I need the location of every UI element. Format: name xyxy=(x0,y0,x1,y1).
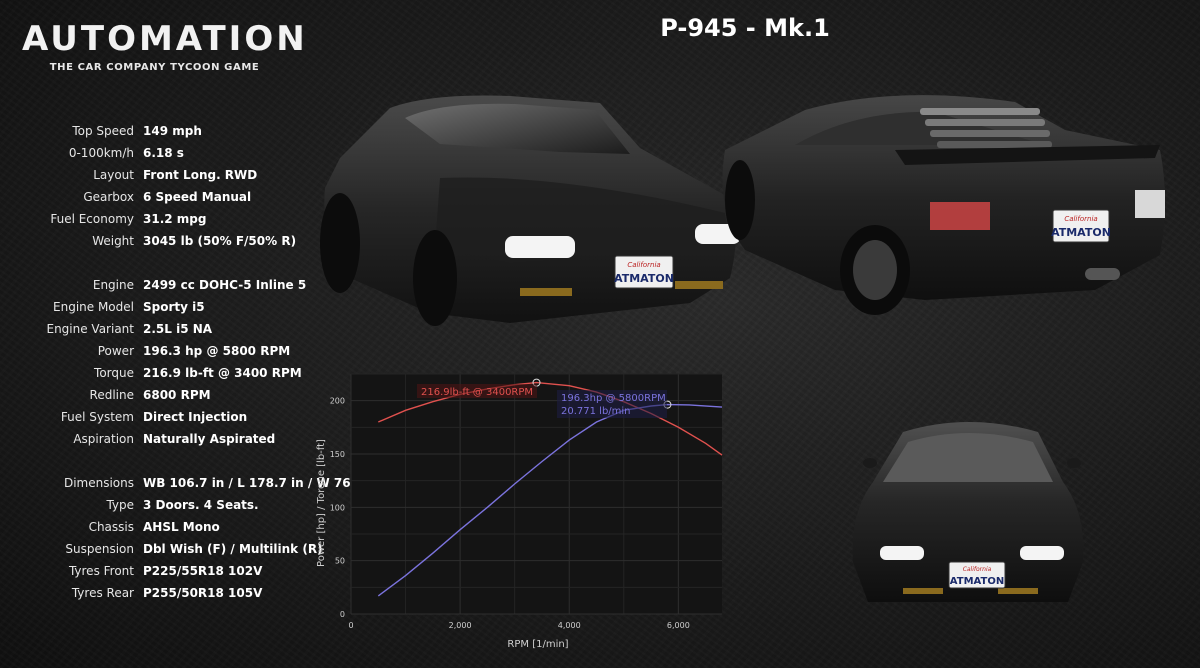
spec-row: 0-100km/h 6.18 s xyxy=(20,142,380,164)
chart-ticks: 0 2,000 4,000 6,000 0 50 100 150 200 xyxy=(330,397,690,630)
spec-row: Gearbox 6 Speed Manual xyxy=(20,186,380,208)
spec-value: 3045 lb (50% F/50% R) xyxy=(143,234,297,248)
logo-tagline: THE CAR COMPANY TYCOON GAME xyxy=(49,62,260,73)
car-front-view-image: California ATMATON xyxy=(852,422,1084,602)
spec-value: Sporty i5 xyxy=(143,300,205,314)
spec-value: Naturally Aspirated xyxy=(143,432,276,446)
car-rear-three-quarter-image: California ATMATON xyxy=(722,95,1165,315)
spec-value: WB 106.7 in / L 178.7 in / W 76.9 in xyxy=(143,476,381,490)
spec-value: 6800 RPM xyxy=(143,388,211,402)
spec-row: Fuel Economy 31.2 mpg xyxy=(20,208,380,230)
spec-row: Chassis AHSL Mono xyxy=(20,516,380,538)
spec-label: Gearbox xyxy=(83,190,134,204)
spec-label: Type xyxy=(106,498,134,512)
spec-row: Torque 216.9 lb-ft @ 3400 RPM xyxy=(20,362,380,384)
spec-label: Fuel Economy xyxy=(50,212,134,226)
spec-value: 2499 cc DOHC-5 Inline 5 xyxy=(143,278,307,292)
spec-value: 149 mph xyxy=(143,124,202,138)
spec-value: AHSL Mono xyxy=(143,520,220,534)
spec-value: 6.18 s xyxy=(143,146,184,160)
power-peak-label: 196.3hp @ 5800RPM xyxy=(561,393,666,404)
y-tick-label: 50 xyxy=(335,557,345,566)
spec-label: Dimensions xyxy=(63,476,134,490)
automation-logo: AUTOMATION THE CAR COMPANY TYCOON GAME xyxy=(22,19,308,73)
spec-row: Power 196.3 hp @ 5800 RPM xyxy=(20,340,380,362)
spec-label: Torque xyxy=(94,366,134,380)
y-tick-label: 150 xyxy=(330,450,345,459)
spec-value: 2.5L i5 NA xyxy=(143,322,213,336)
torque-curve xyxy=(378,381,723,456)
spec-row: Type 3 Doors. 4 Seats. xyxy=(20,494,380,516)
spec-value: 31.2 mpg xyxy=(143,212,207,226)
x-tick-label: 4,000 xyxy=(558,621,581,630)
spec-row: Suspension Dbl Wish (F) / Multilink (R) xyxy=(20,538,380,560)
torque-peak-label: 216.9lb-ft @ 3400RPM xyxy=(421,387,533,398)
logo-wordmark: AUTOMATION xyxy=(22,19,308,59)
spec-row: Tyres Rear P255/50R18 105V xyxy=(20,582,380,604)
front-plate-text: ATMATON xyxy=(614,272,674,285)
spec-row: Fuel System Direct Injection xyxy=(20,406,380,428)
x-tick-label: 6,000 xyxy=(667,621,690,630)
y-tick-label: 200 xyxy=(330,397,345,406)
spec-label: Top Speed xyxy=(72,124,134,138)
spec-label: Power xyxy=(97,344,134,358)
spec-value: 6 Speed Manual xyxy=(143,190,252,204)
frontview-plate-text: ATMATON xyxy=(950,576,1004,587)
spec-label: Engine xyxy=(92,278,134,292)
spec-row: Layout Front Long. RWD xyxy=(20,164,380,186)
spec-label: Engine Model xyxy=(53,300,134,314)
spec-value: Front Long. RWD xyxy=(143,168,258,182)
spec-label: Suspension xyxy=(65,542,134,556)
spec-value: Dbl Wish (F) / Multilink (R) xyxy=(143,542,323,556)
spec-row: Engine 2499 cc DOHC-5 Inline 5 xyxy=(20,274,380,296)
spec-label: Weight xyxy=(92,234,134,248)
spec-label: Layout xyxy=(93,168,134,182)
rear-window-louvers xyxy=(920,108,1052,148)
torque-label-bg xyxy=(417,384,537,398)
spec-label: Redline xyxy=(89,388,134,402)
x-tick-label: 0 xyxy=(348,621,353,630)
car-front-three-quarter-image: California ATMATON xyxy=(320,95,741,326)
spec-row: Engine Model Sporty i5 xyxy=(20,296,380,318)
spec-row: Aspiration Naturally Aspirated xyxy=(20,428,380,450)
fuel-flow-label: 20.771 lb/min xyxy=(561,406,631,417)
frontview-plate-state: California xyxy=(963,566,992,573)
spec-value: P255/50R18 105V xyxy=(143,586,263,600)
spec-label: Engine Variant xyxy=(46,322,134,336)
spec-label: 0-100km/h xyxy=(68,146,134,160)
x-tick-label: 2,000 xyxy=(449,621,472,630)
spec-value: 3 Doors. 4 Seats. xyxy=(143,498,259,512)
spec-value: 196.3 hp @ 5800 RPM xyxy=(143,344,291,358)
chart-annotations: 216.9lb-ft @ 3400RPM 196.3hp @ 5800RPM 20.… xyxy=(417,378,672,418)
spec-row: Weight 3045 lb (50% F/50% R) xyxy=(20,230,380,252)
spec-label: Tyres Front xyxy=(68,564,134,578)
spec-value: Direct Injection xyxy=(143,410,248,424)
y-tick-label: 100 xyxy=(330,503,345,512)
rear-plate-text: ATMATON xyxy=(1051,226,1111,239)
power-torque-chart: 0 2,000 4,000 6,000 0 50 100 150 200 216.9lb-ft … xyxy=(316,373,723,650)
spec-value: 216.9 lb-ft @ 3400 RPM xyxy=(143,366,302,380)
spec-row: Engine Variant 2.5L i5 NA xyxy=(20,318,380,340)
chart-ylabel: Power [hp] / Torque [lb-ft] xyxy=(316,439,327,567)
power-label-bg xyxy=(557,390,667,418)
front-plate-state: California xyxy=(627,261,660,269)
spec-sheet: Top Speed 149 mph 0-100km/h 6.18 s Layout Fro… xyxy=(20,120,380,604)
spec-label: Fuel System xyxy=(60,410,134,424)
spec-value: P225/55R18 102V xyxy=(143,564,263,578)
spec-label: Chassis xyxy=(88,520,134,534)
spec-label: Tyres Rear xyxy=(71,586,134,600)
spec-label: Aspiration xyxy=(73,432,134,446)
spec-row: Tyres Front P225/55R18 102V xyxy=(20,560,380,582)
chart-xlabel: RPM [1/min] xyxy=(507,639,568,650)
spec-row: Redline 6800 RPM xyxy=(20,384,380,406)
spec-row: Top Speed 149 mph xyxy=(20,120,380,142)
car-title: P-945 - Mk.1 xyxy=(660,14,830,42)
y-tick-label: 0 xyxy=(340,610,345,619)
spec-row: Dimensions WB 106.7 in / L 178.7 in / W 7… xyxy=(20,472,380,494)
rear-plate-state: California xyxy=(1064,215,1097,223)
